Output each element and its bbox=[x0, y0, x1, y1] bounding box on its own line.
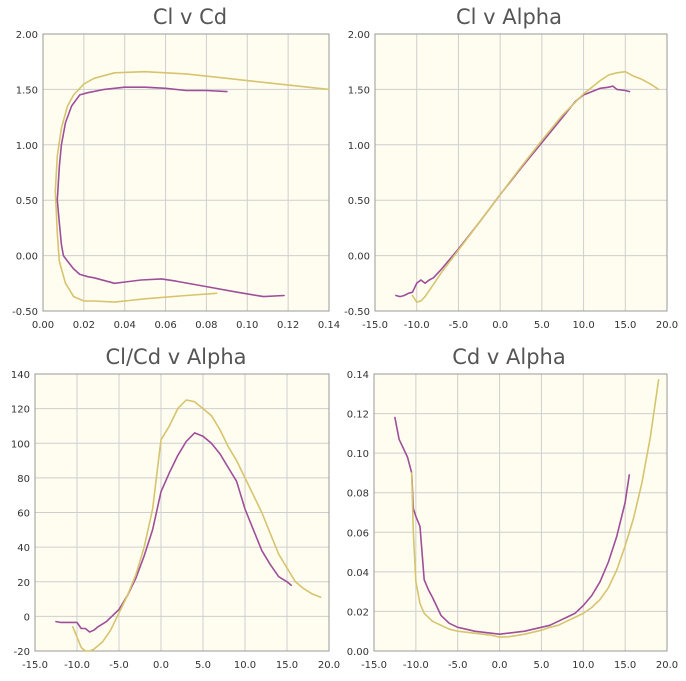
x-tick-label: 0.14 bbox=[318, 320, 340, 331]
y-tick-label: 60 bbox=[17, 509, 30, 520]
y-tick-label: 0.12 bbox=[347, 410, 369, 421]
x-tick-label: -15.0 bbox=[361, 660, 387, 671]
y-tick-label: 0.50 bbox=[16, 196, 38, 207]
plot-border bbox=[373, 373, 668, 652]
series-line-1 bbox=[394, 416, 631, 635]
series-line-1 bbox=[56, 86, 285, 298]
y-tick-label: 1.50 bbox=[16, 85, 38, 96]
x-tick-label: -15.0 bbox=[22, 660, 48, 671]
chart-title: Cd v Alpha bbox=[452, 345, 565, 369]
x-tick-label: -10.0 bbox=[64, 660, 90, 671]
x-tick-label: 0.00 bbox=[32, 320, 54, 331]
y-tick-label: 0.00 bbox=[16, 252, 38, 263]
x-tick-label: 15.0 bbox=[614, 320, 636, 331]
plot-border bbox=[374, 33, 668, 312]
series-line-2 bbox=[411, 70, 660, 303]
x-tick-label: 0.0 bbox=[492, 320, 508, 331]
x-tick-label: 0.12 bbox=[277, 320, 299, 331]
x-tick-label: 0.0 bbox=[492, 660, 508, 671]
x-tick-label: 20.0 bbox=[318, 660, 340, 671]
y-tick-label: 0.00 bbox=[347, 647, 369, 658]
y-tick-label: 140 bbox=[11, 370, 30, 381]
y-tick-label: 120 bbox=[11, 405, 30, 416]
series-line-2 bbox=[410, 379, 660, 638]
x-tick-label: -10.0 bbox=[404, 320, 430, 331]
y-tick-label: 0.14 bbox=[347, 370, 369, 381]
x-tick-label: 5.0 bbox=[533, 660, 549, 671]
y-tick-label: 0.10 bbox=[347, 449, 369, 460]
x-tick-label: 0.08 bbox=[195, 320, 217, 331]
x-tick-label: -5.0 bbox=[449, 320, 469, 331]
y-tick-label: -0.50 bbox=[12, 307, 38, 318]
plot-area bbox=[373, 373, 668, 652]
chart-title: Cl v Alpha bbox=[456, 5, 562, 29]
x-tick-label: 0.0 bbox=[153, 660, 169, 671]
y-tick-label: 0.06 bbox=[347, 528, 369, 539]
series-line-2 bbox=[54, 70, 330, 303]
y-tick-label: 0.08 bbox=[347, 489, 369, 500]
y-tick-label: 0.50 bbox=[348, 196, 370, 207]
y-tick-label: -20 bbox=[14, 647, 30, 658]
chart-1: Cl v Cd 0.00 0.02 0.04 0.06 0.08 0.10 0.12 0.14 -… bbox=[12, 5, 340, 331]
chart-title: Cl v Cd bbox=[153, 5, 227, 29]
y-tick-label: 0.04 bbox=[347, 568, 369, 579]
y-tick-label: 40 bbox=[17, 543, 30, 554]
x-tick-label: 15.0 bbox=[276, 660, 298, 671]
x-tick-label: 20.0 bbox=[656, 660, 678, 671]
y-tick-label: 0 bbox=[24, 612, 30, 623]
x-tick-label: 15.0 bbox=[614, 660, 636, 671]
plot-area bbox=[374, 33, 668, 312]
x-tick-label: 5.0 bbox=[195, 660, 211, 671]
x-tick-label: 0.10 bbox=[236, 320, 258, 331]
y-tick-label: 2.00 bbox=[16, 30, 38, 41]
y-tick-label: 100 bbox=[11, 439, 30, 450]
x-tick-label: 0.02 bbox=[73, 320, 95, 331]
x-tick-label: 20.0 bbox=[656, 320, 678, 331]
x-tick-label: -5.0 bbox=[109, 660, 129, 671]
x-tick-label: -10.0 bbox=[403, 660, 429, 671]
x-tick-label: 10.0 bbox=[572, 660, 594, 671]
y-tick-label: 1.00 bbox=[16, 141, 38, 152]
y-tick-label: 0.00 bbox=[348, 252, 370, 263]
series-line-2 bbox=[72, 399, 322, 652]
chart-title: Cl/Cd v Alpha bbox=[105, 345, 246, 369]
x-tick-label: -5.0 bbox=[448, 660, 468, 671]
chart-2: Cl v Alpha -15.0 -10.0 -5.0 0.0 5.0 10.0 15.0 20… bbox=[344, 5, 678, 331]
plot-border bbox=[34, 373, 330, 652]
x-tick-label: 0.06 bbox=[154, 320, 176, 331]
x-tick-label: 0.04 bbox=[114, 320, 136, 331]
chart-3: Cl/Cd v Alpha -15.0 -10.0 -5.0 0.0 5.0 10.0 15.… bbox=[11, 345, 340, 671]
y-tick-label: 20 bbox=[17, 578, 30, 589]
y-tick-label: 0.02 bbox=[347, 607, 369, 618]
plot-area bbox=[42, 33, 330, 312]
x-tick-label: 5.0 bbox=[534, 320, 550, 331]
y-tick-label: 1.50 bbox=[348, 85, 370, 96]
y-tick-label: -0.50 bbox=[344, 307, 370, 318]
series-line-1 bbox=[55, 432, 292, 633]
x-tick-label: 10.0 bbox=[234, 660, 256, 671]
x-tick-label: 10.0 bbox=[572, 320, 594, 331]
y-tick-label: 2.00 bbox=[348, 30, 370, 41]
plot-border bbox=[42, 33, 330, 312]
y-tick-label: 1.00 bbox=[348, 141, 370, 152]
y-tick-label: 80 bbox=[17, 474, 30, 485]
chart-4: Cd v Alpha -15.0 -10.0 -5.0 0.0 5.0 10.0 15.0 20… bbox=[347, 345, 678, 671]
x-tick-label: -15.0 bbox=[362, 320, 388, 331]
